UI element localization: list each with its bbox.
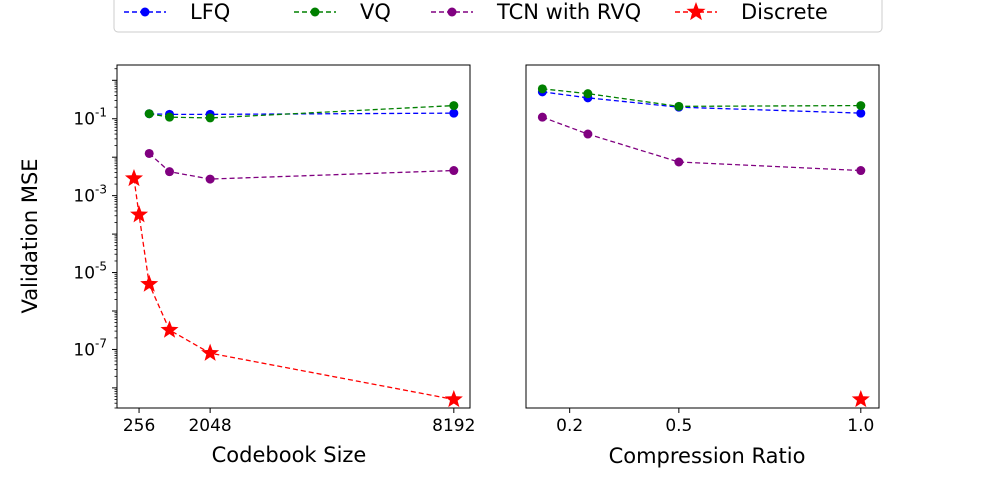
legend-entry-lfq: LFQ [124, 0, 230, 24]
left-series-vq [144, 101, 459, 123]
legend-label-discrete: Discrete [741, 0, 828, 24]
right-point-vq [583, 89, 593, 99]
right-point-vq [856, 101, 866, 111]
left-point-vq [205, 113, 215, 123]
panel-codebook-size: 256 2048 8192 10-7 10-5 10-3 10-1 Codebook Siz… [18, 64, 475, 467]
legend-items: LFQ VQ TCN with RVQ Discrete [124, 0, 828, 24]
right-line-vq [542, 88, 861, 108]
left-point-lfq [449, 108, 459, 118]
left-x-tick-label: 2048 [188, 416, 231, 436]
right-x-tick-label: 1.0 [847, 416, 874, 436]
legend-marker-tcn-with-rvq [447, 7, 457, 17]
left-series-tcn-with-rvq [144, 148, 459, 184]
left-point-tcn-with-rvq [205, 174, 215, 184]
legend-entry-tcn-with-rvq: TCN with RVQ [431, 0, 641, 24]
legend-frame [113, 0, 883, 33]
left-line-tcn-with-rvq [148, 152, 454, 180]
left-point-discrete [140, 274, 159, 292]
left-y-tick-label: 10-5 [73, 260, 107, 284]
legend-entry-discrete: Discrete [675, 0, 828, 24]
right-point-tcn-with-rvq [674, 157, 684, 167]
right-series [537, 84, 870, 408]
left-point-discrete [160, 320, 179, 338]
left-x-tick-label: 8192 [432, 416, 475, 436]
left-y-tick-label: 10-7 [73, 336, 107, 360]
legend-marker-discrete [686, 2, 706, 21]
right-axis-ticks: 0.2 0.5 1.0 [556, 408, 874, 436]
left-point-tcn-with-rvq [144, 148, 154, 158]
left-point-discrete [124, 168, 144, 187]
left-y-tick-label: 10-3 [73, 183, 107, 207]
right-point-tcn-with-rvq [583, 129, 593, 139]
left-line-vq [149, 104, 454, 119]
right-x-axis-title: Compression Ratio [609, 444, 806, 468]
right-point-tcn-with-rvq [537, 112, 547, 122]
right-point-vq [537, 84, 547, 94]
right-series-vq [537, 84, 866, 111]
left-line-lfq [149, 112, 454, 116]
left-x-axis-title: Codebook Size [212, 443, 367, 467]
left-point-vq [449, 101, 459, 111]
left-point-vq [165, 112, 175, 122]
left-point-tcn-with-rvq [449, 166, 459, 176]
left-point-vq [144, 109, 154, 119]
right-line-lfq [542, 91, 861, 114]
panel-compression-ratio: 0.2 0.5 1.0 Compression Ratio [525, 64, 880, 468]
right-line-tcn-with-rvq [542, 116, 861, 172]
legend-entry-vq: VQ [294, 0, 391, 24]
left-point-tcn-with-rvq [165, 167, 175, 177]
legend-label-lfq: LFQ [190, 0, 230, 24]
legend: LFQ VQ TCN with RVQ Discrete [113, 0, 883, 33]
left-series-discrete [124, 168, 463, 408]
left-point-discrete [130, 205, 149, 223]
left-y-tick-label: 10-1 [73, 106, 107, 130]
left-point-discrete [201, 343, 220, 361]
left-point-discrete [444, 389, 463, 408]
right-series-tcn-with-rvq [537, 112, 866, 176]
left-axis-ticks: 256 2048 8192 10-7 10-5 10-3 10-1 [73, 68, 475, 436]
legend-label-tcn-with-rvq: TCN with RVQ [496, 0, 641, 24]
legend-marker-lfq [140, 7, 150, 17]
right-point-tcn-with-rvq [856, 166, 866, 176]
right-x-tick-label: 0.5 [665, 416, 692, 436]
right-plot-frame [525, 64, 880, 409]
right-x-tick-label: 0.2 [556, 416, 583, 436]
left-x-tick-label: 256 [123, 416, 155, 436]
legend-marker-vq [310, 7, 320, 17]
left-series [124, 101, 463, 408]
right-point-discrete [851, 389, 870, 408]
right-point-lfq [856, 108, 866, 118]
left-plot-frame [116, 64, 471, 409]
right-series-discrete [851, 389, 870, 408]
legend-label-vq: VQ [360, 0, 391, 24]
right-point-vq [674, 101, 684, 111]
left-line-discrete [133, 178, 454, 401]
left-y-axis-title: Validation MSE [18, 158, 42, 313]
